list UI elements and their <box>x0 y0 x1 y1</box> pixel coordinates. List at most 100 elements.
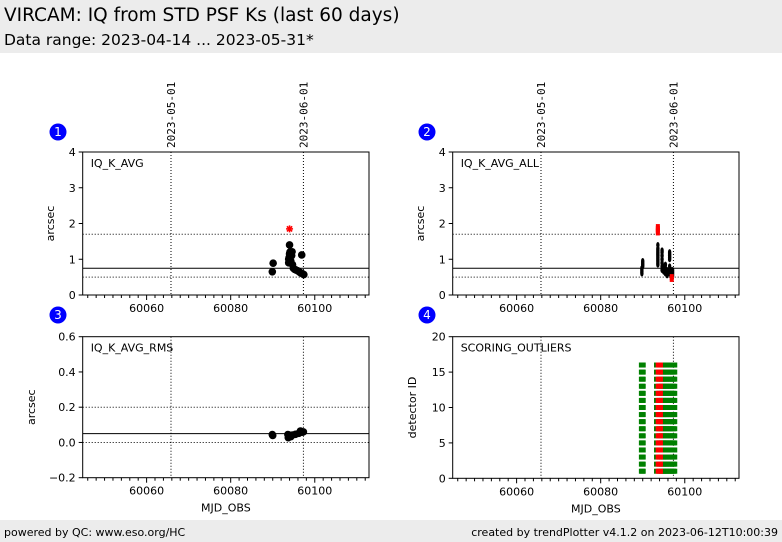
y-tick-label: −0.2 <box>49 472 76 485</box>
plot-content <box>540 336 678 479</box>
panel-number-badge: 2 <box>418 123 436 141</box>
outlier-marker <box>656 405 663 410</box>
data-point <box>641 258 645 265</box>
scoring-marker <box>639 397 646 403</box>
scoring-marker <box>671 419 678 425</box>
scoring-marker <box>639 426 646 432</box>
x-tick-label: 60080 <box>213 302 248 315</box>
data-point <box>299 428 308 436</box>
badge-number: 3 <box>54 308 62 322</box>
date-marker-label: 2023-05-01 <box>165 82 178 148</box>
outlier-marker <box>656 369 663 375</box>
scoring-marker <box>671 405 678 410</box>
data-point <box>300 270 308 279</box>
y-tick-label: 0 <box>439 472 446 485</box>
date-marker-label: 2023-05-01 <box>535 82 548 148</box>
badge-number: 1 <box>54 125 62 139</box>
scoring-marker <box>639 390 646 396</box>
scoring-marker <box>639 468 646 474</box>
scoring-marker <box>671 426 678 432</box>
outlier-marker <box>656 412 663 418</box>
page-footer: powered by QC: www.eso.org/HC created by… <box>0 520 782 542</box>
y-tick-label: 10 <box>432 402 446 415</box>
scoring-marker <box>639 412 646 418</box>
scoring-marker <box>671 468 678 474</box>
x-tick-label: 60060 <box>129 302 164 315</box>
y-tick-label: 0.0 <box>58 436 76 449</box>
y-tick-label: 2 <box>439 218 446 231</box>
x-tick-label: 60100 <box>297 485 332 498</box>
x-axis: 60060 60080 60100 <box>87 295 366 315</box>
plot-area <box>82 152 369 295</box>
plot-content <box>452 152 739 295</box>
panel-number-badge: 4 <box>418 306 436 324</box>
series-iq-k-avg-rms <box>268 427 308 442</box>
x-tick-label: 60080 <box>583 302 618 315</box>
outlier-marker <box>656 390 663 396</box>
data-point <box>297 251 306 259</box>
scoring-marker <box>671 397 678 403</box>
x-tick-label: 60060 <box>129 485 164 498</box>
y-tick-label: 4 <box>69 146 76 159</box>
scoring-marker <box>639 461 646 467</box>
outlier-marker <box>656 433 663 439</box>
x-axis: 60060 60080 60100 MJD_OBS <box>87 477 366 515</box>
y-axis: 0 5 10 15 20 detector ID <box>406 331 453 485</box>
y-tick-label: 0.4 <box>58 366 76 379</box>
scoring-marker <box>639 376 646 382</box>
scoring-marker <box>671 383 678 389</box>
series-outlier <box>286 225 294 233</box>
panel-number-badge: 1 <box>49 123 67 141</box>
y-tick-label: 1 <box>69 253 76 266</box>
outlier-star <box>286 225 294 233</box>
y-tick-label: 15 <box>432 366 446 379</box>
outlier-marker <box>656 468 663 474</box>
powered-by-link[interactable]: powered by QC: www.eso.org/HC <box>4 526 186 539</box>
scoring-marker <box>671 433 678 439</box>
y-tick-label: 1 <box>439 253 446 266</box>
data-point <box>285 241 294 249</box>
outlier-marker <box>656 397 663 403</box>
scoring-marker <box>639 383 646 389</box>
outlier-point <box>655 224 660 231</box>
scoring-marker <box>671 369 678 375</box>
scoring-marker <box>671 362 678 368</box>
created-by-text: created by trendPlotter v4.1.2 on 2023-0… <box>471 526 778 539</box>
outlier-marker <box>656 454 663 460</box>
x-axis-label: MJD_OBS <box>571 502 621 515</box>
y-axis: 0 1 2 3 4 arcsec <box>414 146 453 302</box>
y-tick-label: 4 <box>439 146 446 159</box>
data-point <box>269 259 277 267</box>
data-point <box>660 247 664 254</box>
badge-circle <box>49 123 67 141</box>
data-point <box>288 247 296 256</box>
scoring-marker <box>671 454 678 460</box>
data-point <box>268 267 277 276</box>
data-point <box>670 266 675 273</box>
x-tick-label: 60100 <box>667 302 702 315</box>
y-tick-label: 2 <box>69 218 76 231</box>
series-iq-k-avg-all <box>640 241 675 279</box>
outlier-point <box>669 274 674 281</box>
outlier-marker <box>656 426 663 432</box>
panel-title: IQ_K_AVG_ALL <box>461 157 540 170</box>
x-tick-label: 60080 <box>213 485 248 498</box>
scoring-marker <box>639 369 646 375</box>
outlier-marker <box>656 447 663 453</box>
scoring-marker <box>639 447 646 453</box>
scoring-marker <box>671 447 678 453</box>
panel-3: 3 IQ_K_AVG_RMS 60060 60080 60100 MJD_OBS −0.2 0… <box>25 306 370 515</box>
y-tick-label: 0.2 <box>58 401 76 414</box>
panel-title: IQ_K_AVG <box>91 157 144 170</box>
y-tick-label: 0 <box>69 289 76 302</box>
x-tick-label: 60100 <box>667 485 702 498</box>
x-axis-label: MJD_OBS <box>201 502 251 515</box>
scoring-marker <box>639 419 646 425</box>
outlier-marker <box>656 376 663 382</box>
x-tick-label: 60060 <box>499 302 534 315</box>
badge-number: 4 <box>423 308 431 322</box>
date-marker-label: 2023-06-01 <box>297 82 310 148</box>
y-tick-label: 3 <box>439 182 446 195</box>
plot-area <box>82 336 369 478</box>
series-scoring-outlier <box>655 362 663 474</box>
